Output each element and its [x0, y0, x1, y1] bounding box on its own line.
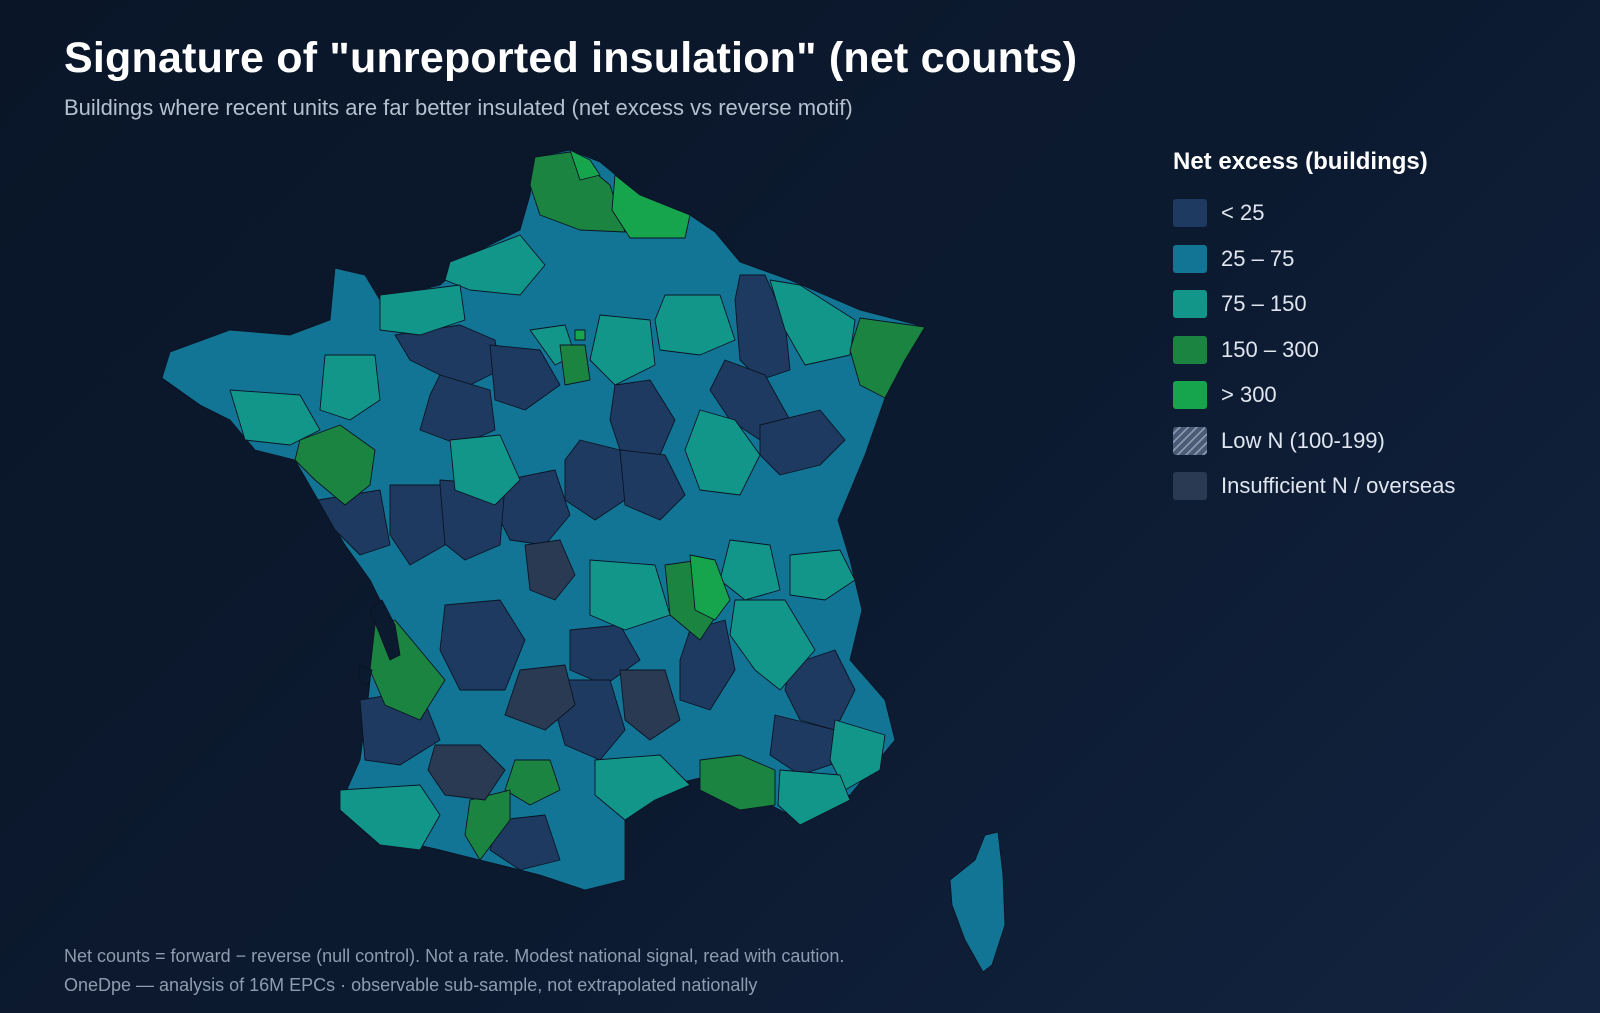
department: [439, 599, 526, 691]
legend-swatch-hatched: [1173, 426, 1207, 455]
legend-label: 150 – 300: [1221, 336, 1319, 362]
footer-note: Net counts = forward − reverse (null con…: [64, 946, 845, 966]
department: [654, 294, 736, 356]
department: [849, 317, 926, 399]
department: [589, 314, 656, 386]
legend-swatch: [1173, 381, 1207, 409]
legend-item-insufficient: Insufficient N / overseas: [1173, 469, 1573, 503]
legend-label: > 300: [1221, 382, 1277, 407]
legend-label: < 25: [1221, 200, 1265, 225]
department: [229, 389, 321, 446]
department: [589, 559, 671, 631]
department: [504, 664, 576, 731]
department: [504, 759, 561, 806]
department: [489, 344, 561, 411]
department: [389, 484, 446, 566]
department: [729, 599, 816, 691]
department: [294, 424, 376, 506]
department: [679, 619, 736, 711]
map-title: Signature of "unreported insulation" (ne…: [64, 34, 1078, 82]
department: [777, 769, 851, 826]
department: [619, 669, 681, 741]
map-subtitle: Buildings where recent units are far bet…: [64, 95, 853, 120]
legend-swatch: [1173, 290, 1207, 318]
legend-swatch: [1173, 244, 1207, 273]
legend-item-gt-300: > 300: [1173, 378, 1573, 412]
legend-label: Insufficient N / overseas: [1221, 473, 1456, 498]
department: [574, 329, 586, 341]
department: [317, 489, 391, 556]
department: [427, 744, 506, 801]
legend-item-25-75: 25 – 75: [1173, 242, 1573, 276]
department: [569, 149, 601, 181]
department: [689, 554, 731, 621]
legend-label: Low N (100-199): [1221, 427, 1385, 453]
department: [829, 719, 886, 791]
legend-item-75-150: 75 – 150: [1173, 287, 1573, 321]
department: [594, 754, 691, 821]
legend-swatch: [1173, 472, 1207, 500]
department: [559, 344, 591, 386]
legend-label: 75 – 150: [1221, 291, 1307, 316]
department: [769, 279, 856, 366]
department: [524, 539, 576, 601]
legend-title: Net excess (buildings): [1173, 148, 1428, 175]
arcachon-bay: [357, 664, 373, 686]
gironde-estuary: [369, 599, 401, 661]
department: [684, 409, 761, 496]
legend-item-lt-25: < 25: [1173, 196, 1573, 230]
department: [394, 324, 501, 386]
legend-swatch: [1173, 199, 1207, 227]
legend-swatch: [1173, 335, 1207, 364]
department: [449, 434, 521, 506]
department: [379, 284, 466, 336]
map-legend: Net excess (buildings) < 25 25 – 75 75 –…: [1173, 148, 1573, 515]
department: [789, 549, 856, 601]
department: [339, 784, 441, 851]
legend-item-low-n: Low N (100-199): [1173, 424, 1573, 458]
department: [619, 449, 686, 521]
legend-item-150-300: 150 – 300: [1173, 333, 1573, 367]
department: [769, 714, 846, 776]
department: [464, 789, 511, 861]
corsica: [949, 831, 1006, 973]
legend-label: 25 – 75: [1221, 245, 1295, 271]
department: [699, 754, 776, 811]
department: [611, 174, 691, 239]
footer-source: OneDpe — analysis of 16M EPCs · observab…: [64, 975, 758, 995]
department: [719, 539, 781, 601]
footer: Net counts = forward − reverse (null con…: [64, 942, 844, 1000]
department: [444, 234, 546, 296]
department: [319, 354, 381, 421]
